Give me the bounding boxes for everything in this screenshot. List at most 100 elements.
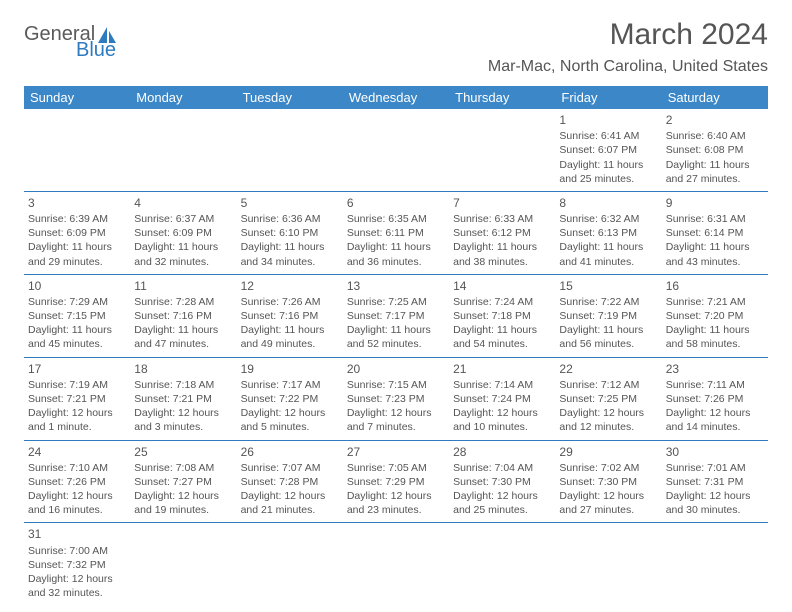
sunrise-text: Sunrise: 7:11 AM [666, 378, 764, 392]
calendar-row: 17Sunrise: 7:19 AMSunset: 7:21 PMDayligh… [24, 357, 768, 440]
calendar-cell: 30Sunrise: 7:01 AMSunset: 7:31 PMDayligh… [662, 440, 768, 523]
calendar-cell-empty [449, 109, 555, 191]
sunset-text: Sunset: 7:27 PM [134, 475, 232, 489]
sunset-text: Sunset: 7:30 PM [559, 475, 657, 489]
sunset-text: Sunset: 6:10 PM [241, 226, 339, 240]
sunset-text: Sunset: 7:26 PM [28, 475, 126, 489]
day-number: 8 [559, 195, 657, 211]
calendar-row: 3Sunrise: 6:39 AMSunset: 6:09 PMDaylight… [24, 191, 768, 274]
day-header: Friday [555, 86, 661, 109]
calendar-cell: 26Sunrise: 7:07 AMSunset: 7:28 PMDayligh… [237, 440, 343, 523]
day-number: 27 [347, 444, 445, 460]
daylight-text: Daylight: 12 hours and 30 minutes. [666, 489, 764, 517]
daylight-text: Daylight: 11 hours and 27 minutes. [666, 158, 764, 186]
calendar-cell: 6Sunrise: 6:35 AMSunset: 6:11 PMDaylight… [343, 191, 449, 274]
day-number: 19 [241, 361, 339, 377]
sunrise-text: Sunrise: 7:08 AM [134, 461, 232, 475]
sunrise-text: Sunrise: 7:18 AM [134, 378, 232, 392]
daylight-text: Daylight: 12 hours and 19 minutes. [134, 489, 232, 517]
sunrise-text: Sunrise: 7:25 AM [347, 295, 445, 309]
day-number: 15 [559, 278, 657, 294]
sunset-text: Sunset: 7:29 PM [347, 475, 445, 489]
day-number: 13 [347, 278, 445, 294]
sunrise-text: Sunrise: 7:04 AM [453, 461, 551, 475]
day-number: 25 [134, 444, 232, 460]
calendar-cell: 17Sunrise: 7:19 AMSunset: 7:21 PMDayligh… [24, 357, 130, 440]
daylight-text: Daylight: 12 hours and 12 minutes. [559, 406, 657, 434]
daylight-text: Daylight: 11 hours and 43 minutes. [666, 240, 764, 268]
daylight-text: Daylight: 11 hours and 25 minutes. [559, 158, 657, 186]
day-number: 5 [241, 195, 339, 211]
calendar-cell-empty [555, 523, 661, 605]
calendar-cell: 4Sunrise: 6:37 AMSunset: 6:09 PMDaylight… [130, 191, 236, 274]
daylight-text: Daylight: 12 hours and 27 minutes. [559, 489, 657, 517]
month-title: March 2024 [488, 18, 768, 52]
logo-text-blue: Blue [76, 40, 118, 60]
day-number: 4 [134, 195, 232, 211]
daylight-text: Daylight: 12 hours and 7 minutes. [347, 406, 445, 434]
day-number: 26 [241, 444, 339, 460]
sunset-text: Sunset: 6:14 PM [666, 226, 764, 240]
calendar-cell: 12Sunrise: 7:26 AMSunset: 7:16 PMDayligh… [237, 274, 343, 357]
sunrise-text: Sunrise: 7:26 AM [241, 295, 339, 309]
calendar-cell: 7Sunrise: 6:33 AMSunset: 6:12 PMDaylight… [449, 191, 555, 274]
sunset-text: Sunset: 7:24 PM [453, 392, 551, 406]
sunset-text: Sunset: 7:32 PM [28, 558, 126, 572]
sunrise-text: Sunrise: 7:12 AM [559, 378, 657, 392]
sunset-text: Sunset: 7:25 PM [559, 392, 657, 406]
calendar-cell: 25Sunrise: 7:08 AMSunset: 7:27 PMDayligh… [130, 440, 236, 523]
calendar-cell-empty [662, 523, 768, 605]
day-number: 24 [28, 444, 126, 460]
calendar-row: 24Sunrise: 7:10 AMSunset: 7:26 PMDayligh… [24, 440, 768, 523]
calendar-cell: 14Sunrise: 7:24 AMSunset: 7:18 PMDayligh… [449, 274, 555, 357]
calendar-cell: 23Sunrise: 7:11 AMSunset: 7:26 PMDayligh… [662, 357, 768, 440]
daylight-text: Daylight: 12 hours and 16 minutes. [28, 489, 126, 517]
daylight-text: Daylight: 11 hours and 45 minutes. [28, 323, 126, 351]
sunrise-text: Sunrise: 6:35 AM [347, 212, 445, 226]
daylight-text: Daylight: 11 hours and 36 minutes. [347, 240, 445, 268]
calendar-cell: 11Sunrise: 7:28 AMSunset: 7:16 PMDayligh… [130, 274, 236, 357]
daylight-text: Daylight: 12 hours and 3 minutes. [134, 406, 232, 434]
daylight-text: Daylight: 12 hours and 25 minutes. [453, 489, 551, 517]
daylight-text: Daylight: 12 hours and 1 minute. [28, 406, 126, 434]
calendar-row: 10Sunrise: 7:29 AMSunset: 7:15 PMDayligh… [24, 274, 768, 357]
day-number: 17 [28, 361, 126, 377]
day-number: 14 [453, 278, 551, 294]
sunrise-text: Sunrise: 6:37 AM [134, 212, 232, 226]
daylight-text: Daylight: 11 hours and 32 minutes. [134, 240, 232, 268]
daylight-text: Daylight: 11 hours and 29 minutes. [28, 240, 126, 268]
sunrise-text: Sunrise: 7:14 AM [453, 378, 551, 392]
sunset-text: Sunset: 6:11 PM [347, 226, 445, 240]
day-header: Saturday [662, 86, 768, 109]
sunrise-text: Sunrise: 6:36 AM [241, 212, 339, 226]
sunset-text: Sunset: 6:09 PM [28, 226, 126, 240]
logo: GeneralBlue [24, 24, 118, 60]
day-header: Sunday [24, 86, 130, 109]
sunrise-text: Sunrise: 7:10 AM [28, 461, 126, 475]
calendar-row: 1Sunrise: 6:41 AMSunset: 6:07 PMDaylight… [24, 109, 768, 191]
day-number: 12 [241, 278, 339, 294]
sunrise-text: Sunrise: 6:40 AM [666, 129, 764, 143]
sunset-text: Sunset: 7:21 PM [28, 392, 126, 406]
sunrise-text: Sunrise: 7:00 AM [28, 544, 126, 558]
day-number: 6 [347, 195, 445, 211]
sunset-text: Sunset: 7:19 PM [559, 309, 657, 323]
sunrise-text: Sunrise: 7:21 AM [666, 295, 764, 309]
sunset-text: Sunset: 6:07 PM [559, 143, 657, 157]
calendar-cell: 10Sunrise: 7:29 AMSunset: 7:15 PMDayligh… [24, 274, 130, 357]
sunset-text: Sunset: 7:20 PM [666, 309, 764, 323]
sunrise-text: Sunrise: 7:22 AM [559, 295, 657, 309]
sunset-text: Sunset: 7:17 PM [347, 309, 445, 323]
day-number: 2 [666, 112, 764, 128]
calendar-cell: 22Sunrise: 7:12 AMSunset: 7:25 PMDayligh… [555, 357, 661, 440]
day-header: Tuesday [237, 86, 343, 109]
calendar-cell: 20Sunrise: 7:15 AMSunset: 7:23 PMDayligh… [343, 357, 449, 440]
day-number: 28 [453, 444, 551, 460]
day-number: 18 [134, 361, 232, 377]
day-header-row: SundayMondayTuesdayWednesdayThursdayFrid… [24, 86, 768, 109]
daylight-text: Daylight: 11 hours and 47 minutes. [134, 323, 232, 351]
daylight-text: Daylight: 12 hours and 21 minutes. [241, 489, 339, 517]
sunrise-text: Sunrise: 7:24 AM [453, 295, 551, 309]
sunrise-text: Sunrise: 7:05 AM [347, 461, 445, 475]
calendar-table: SundayMondayTuesdayWednesdayThursdayFrid… [24, 86, 768, 605]
